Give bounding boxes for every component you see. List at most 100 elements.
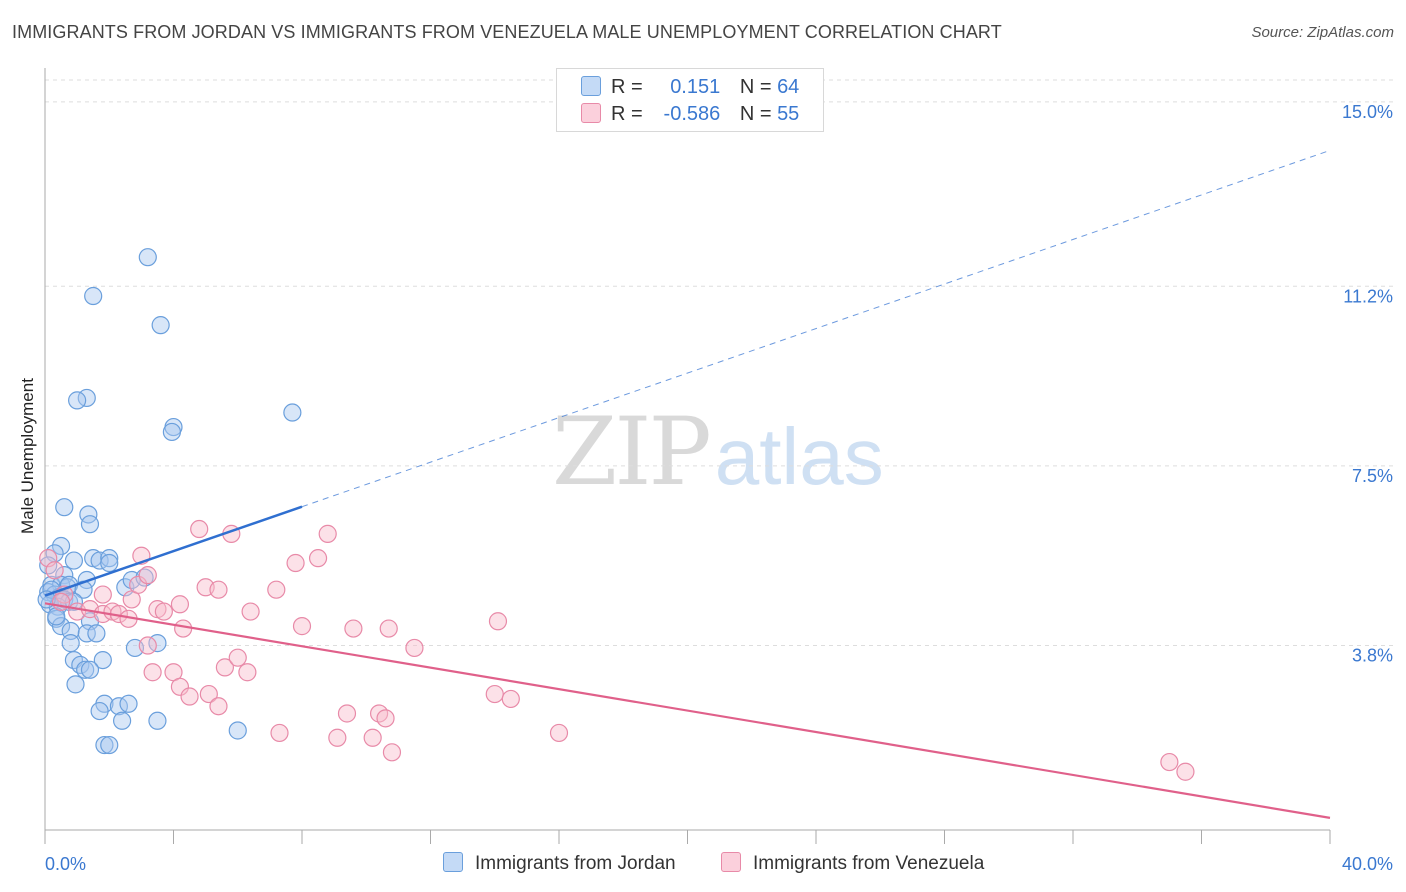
venezuela-point	[308, 549, 328, 568]
chart-title: IMMIGRANTS FROM JORDAN VS IMMIGRANTS FRO…	[12, 22, 1002, 42]
jordan-point	[55, 498, 74, 517]
jordan-point	[77, 624, 96, 643]
jordan-point	[95, 735, 114, 755]
y-tick-label: 11.2%	[1343, 286, 1393, 306]
jordan-trendline-extension	[301, 149, 1331, 508]
venezuela-point	[376, 709, 395, 728]
legend-row-jordan: R = 0.151 N = 64	[581, 76, 799, 99]
watermark: ZIPatlas	[552, 398, 884, 507]
venezuela-point	[267, 580, 286, 599]
jordan-point	[119, 694, 138, 713]
jordan-point	[47, 607, 66, 626]
x-tick-label-max: 40.0%	[1342, 854, 1393, 874]
legend-n-venezuela: 55	[777, 103, 800, 125]
legend-r-venezuela: -0.586	[663, 103, 721, 125]
jordan-point	[90, 701, 109, 721]
jordan-point	[228, 721, 247, 740]
jordan-point	[138, 248, 157, 267]
watermark-atlas: atlas	[714, 412, 884, 501]
venezuela-point	[379, 619, 398, 638]
venezuela-point	[45, 561, 64, 580]
x-tick-label-min: 0.0%	[45, 854, 86, 874]
venezuela-point	[292, 617, 312, 636]
venezuela-swatch-icon	[581, 103, 601, 123]
legend-r-label-venezuela: R =	[611, 103, 643, 125]
jordan-point	[64, 551, 84, 570]
source-label: Source: ZipAtlas.com	[1251, 24, 1394, 41]
venezuela-legend-icon	[721, 852, 741, 872]
venezuela-point	[488, 612, 508, 631]
legend-r-label-jordan: R =	[611, 76, 643, 98]
y-tick-label: 15.0%	[1342, 102, 1393, 122]
venezuela-point	[286, 553, 305, 573]
venezuela-point	[129, 575, 148, 594]
venezuela-point	[138, 636, 157, 655]
jordan-point	[87, 624, 106, 643]
jordan-point	[80, 515, 100, 534]
venezuela-point	[270, 723, 289, 743]
legend-r-jordan: 0.151	[670, 76, 721, 98]
venezuela-point	[174, 619, 193, 638]
bottom-legend-venezuela: Immigrants from Venezuela	[721, 852, 984, 875]
jordan-point	[100, 553, 119, 573]
jordan-point	[100, 735, 119, 755]
jordan-point	[61, 634, 80, 653]
jordan-point	[80, 660, 100, 679]
jordan-swatch-icon	[581, 76, 601, 96]
legend-row-venezuela: R = -0.586 N = 55	[581, 103, 799, 126]
jordan-point	[64, 592, 84, 611]
jordan-point	[93, 650, 112, 670]
venezuela-point	[209, 580, 228, 599]
venezuela-point	[241, 602, 260, 621]
y-tick-label: 3.8%	[1352, 646, 1393, 666]
venezuela-point	[180, 687, 199, 706]
jordan-point	[151, 316, 170, 335]
jordan-point	[112, 711, 132, 730]
jordan-point	[76, 660, 95, 679]
jordan-point	[84, 286, 103, 306]
venezuela-point	[199, 684, 218, 704]
jordan-trendline	[44, 505, 303, 597]
venezuela-point	[501, 689, 520, 709]
jordan-legend-icon	[443, 852, 463, 872]
jordan-point	[135, 568, 154, 587]
venezuela-point	[209, 697, 228, 716]
legend-n-label-jordan: N =	[739, 76, 772, 98]
venezuela-point	[328, 728, 347, 747]
venezuela-point	[363, 728, 382, 747]
jordan-point	[66, 675, 85, 694]
jordan-point	[51, 617, 71, 636]
bottom-legend-jordan-label: Immigrants from Jordan	[475, 853, 676, 874]
stats-legend: R = 0.151 N = 64 R = -0.586 N = 55	[556, 68, 824, 132]
venezuela-point	[228, 648, 247, 667]
venezuela-point	[138, 566, 157, 585]
venezuela-point	[405, 638, 424, 658]
venezuela-point	[1160, 752, 1179, 772]
venezuela-point	[190, 519, 209, 539]
venezuela-point	[143, 663, 162, 682]
legend-n-label-venezuela: N =	[739, 103, 772, 125]
venezuela-trendline	[44, 602, 1331, 819]
jordan-point	[100, 549, 119, 568]
venezuela-point	[485, 684, 504, 704]
venezuela-point	[549, 723, 569, 743]
legend-n-jordan: 64	[777, 76, 800, 98]
y-tick-label: 7.5%	[1352, 466, 1393, 486]
jordan-point	[148, 711, 167, 730]
jordan-point	[283, 403, 302, 422]
venezuela-point	[337, 704, 357, 723]
watermark-zip: ZIP	[552, 398, 712, 507]
venezuela-point	[215, 658, 234, 677]
venezuela-point	[170, 677, 190, 696]
bottom-legend-jordan: Immigrants from Jordan	[443, 852, 676, 875]
bottom-legend-venezuela-label: Immigrants from Venezuela	[753, 853, 985, 874]
jordan-point	[51, 536, 71, 556]
venezuela-point	[170, 595, 190, 614]
jordan-point	[68, 391, 87, 410]
venezuela-point	[154, 602, 173, 621]
venezuela-point	[318, 524, 337, 543]
venezuela-point	[93, 585, 112, 604]
venezuela-point	[344, 619, 363, 638]
jordan-point	[162, 422, 181, 442]
